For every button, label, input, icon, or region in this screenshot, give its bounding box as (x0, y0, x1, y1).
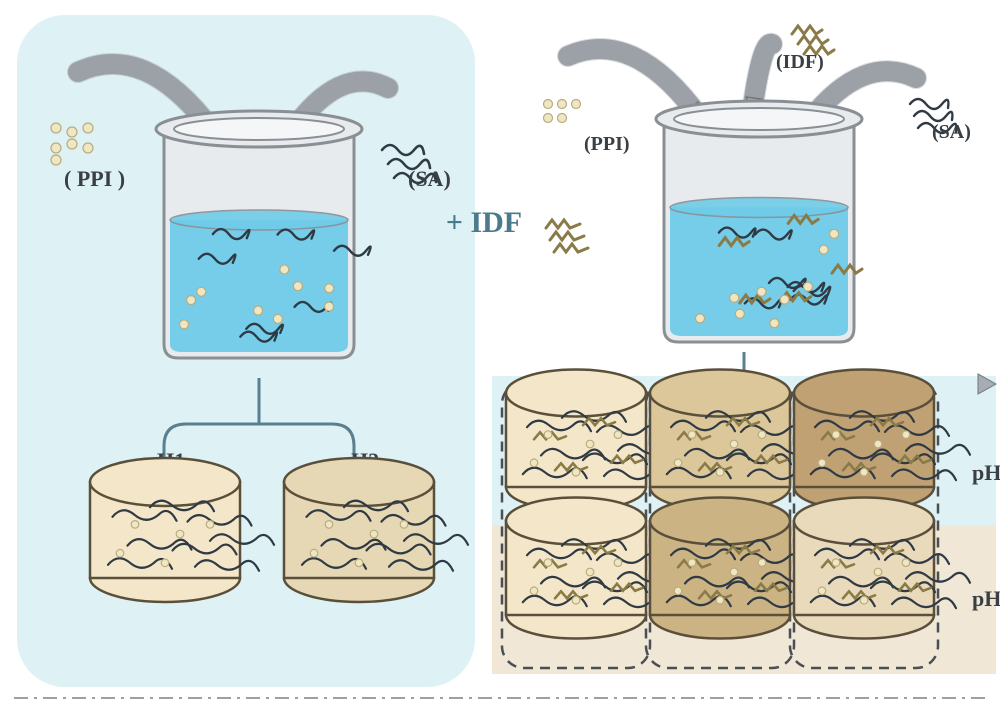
plus-idf-label: + IDF (446, 206, 522, 239)
ppi-particle (832, 431, 840, 439)
ppi-particle (830, 229, 839, 238)
ppi-particle (83, 143, 93, 153)
ppi-particle (586, 568, 594, 576)
idf-strand (792, 26, 822, 34)
ppi-particle (530, 459, 538, 467)
ppi-particle (758, 559, 766, 567)
ppi-particle (780, 295, 789, 304)
gel-grid: 1%2%3%pH1pH2 (492, 370, 1000, 675)
ppi-particle (558, 100, 567, 109)
row-ph-label: pH2 (972, 586, 1000, 611)
ppi-particle (370, 530, 378, 538)
ppi-particle (674, 459, 682, 467)
ppi-particle (730, 568, 738, 576)
ppi-particle (770, 319, 779, 328)
ppi-particle (51, 143, 61, 153)
ppi-particle (206, 521, 214, 529)
ppi-particle (716, 596, 724, 604)
ppi-particle (67, 139, 77, 149)
ppi-particle (586, 440, 594, 448)
ppi-particle (572, 596, 580, 604)
ppi-particle (860, 468, 868, 476)
ppi-particle (273, 314, 282, 323)
sa-strand (914, 111, 952, 121)
ppi-particle (874, 440, 882, 448)
sa-strand (910, 99, 948, 109)
ppi-particle (757, 287, 766, 296)
ppi-label: ( PPI ) (64, 166, 125, 191)
ppi-particle (558, 114, 567, 123)
ppi-cluster-r (544, 100, 581, 123)
idf-strand (554, 244, 588, 252)
ppi-particle (902, 431, 910, 439)
ppi-particle (310, 549, 318, 557)
ppi-particle (688, 559, 696, 567)
idf-glyphs (546, 220, 588, 252)
ppi-particle (530, 587, 538, 595)
diagram-canvas: ( PPI )(SA)+ IDFpH1pH2(PPI)(IDF)(SA)1%2%… (0, 0, 1000, 707)
ppi-particle (730, 440, 738, 448)
idf-strand (798, 36, 828, 44)
ppi-particle (874, 568, 882, 576)
ppi-particle (572, 468, 580, 476)
ppi-particle (179, 320, 188, 329)
ppi-particle (355, 559, 363, 567)
ppi-particle (902, 559, 910, 567)
ppi-particle (187, 296, 196, 305)
ppi-particle (544, 559, 552, 567)
idf-label-r: (IDF) (776, 51, 824, 73)
idf-strand (546, 220, 580, 228)
ppi-particle (730, 293, 739, 302)
ppi-particle (688, 431, 696, 439)
ppi-particle (116, 549, 124, 557)
ppi-particle (735, 309, 744, 318)
ppi-particle (832, 559, 840, 567)
ppi-particle (67, 127, 77, 137)
ppi-particle (197, 287, 206, 296)
row-ph-label: pH1 (972, 460, 1000, 485)
idf-strand (550, 232, 584, 240)
ppi-particle (818, 459, 826, 467)
ppi-particle (131, 521, 139, 529)
sa-label-r: (SA) (932, 121, 971, 143)
ppi-particle (544, 431, 552, 439)
ppi-particle (544, 114, 553, 123)
idf-cluster-r (792, 26, 834, 54)
ppi-particle (400, 521, 408, 529)
ppi-particle (254, 306, 263, 315)
ppi-particle (674, 587, 682, 595)
ppi-particle (614, 559, 622, 567)
ppi-particle (51, 155, 61, 165)
ppi-particle (325, 302, 334, 311)
ppi-particle (161, 559, 169, 567)
right-group: (PPI)(IDF)(SA)1%2%3%pH1pH2 (492, 26, 1000, 674)
ppi-particle (803, 282, 812, 291)
ppi-particle (293, 282, 302, 291)
ppi-particle (325, 521, 333, 529)
ppi-particle (280, 265, 289, 274)
ppi-particle (51, 123, 61, 133)
beaker (656, 101, 862, 342)
ppi-particle (614, 431, 622, 439)
beaker (156, 111, 371, 358)
ppi-particle (572, 100, 581, 109)
ppi-particle (818, 587, 826, 595)
ppi-particle (544, 100, 553, 109)
sa-label: (SA) (408, 166, 451, 191)
ppi-particle (758, 431, 766, 439)
ppi-particle (860, 596, 868, 604)
ppi-particle (696, 314, 705, 323)
ppi-label-r: (PPI) (584, 133, 630, 155)
ppi-particle (819, 245, 828, 254)
ppi-particle (176, 530, 184, 538)
ppi-particle (716, 468, 724, 476)
ppi-particle (83, 123, 93, 133)
ppi-particle (325, 284, 334, 293)
